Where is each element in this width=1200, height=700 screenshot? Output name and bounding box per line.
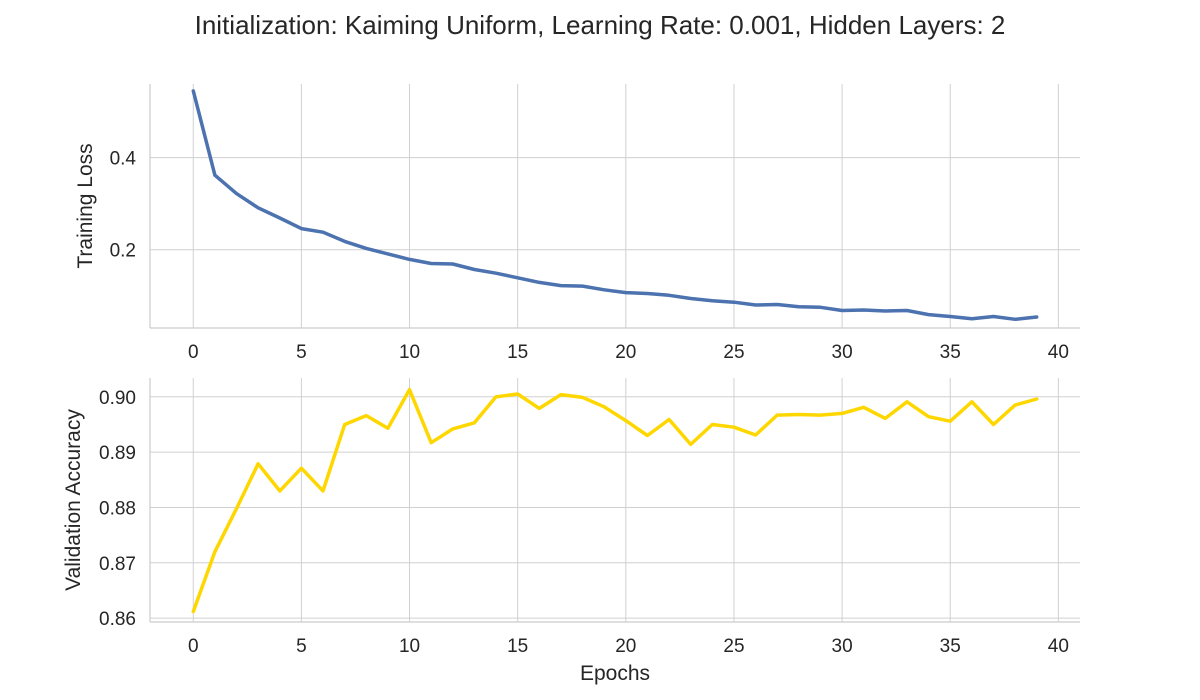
x-tick-label: 35 (940, 342, 961, 363)
x-tick-label: 5 (296, 636, 307, 657)
y-axis-label: Validation Accuracy (62, 409, 85, 591)
x-tick-label: 40 (1048, 636, 1069, 657)
x-tick-label: 30 (832, 636, 853, 657)
x-tick-label: 0 (188, 342, 199, 363)
x-tick-label: 5 (296, 342, 307, 363)
panel-training-loss: 0 5 10 15 20 25 30 35 40 0.2 0.4 Training Loss (74, 84, 1080, 363)
series-line (191, 89, 1039, 322)
series-line (191, 387, 1039, 614)
y-tick-label: 0.2 (110, 241, 136, 262)
x-tick-label: 40 (1048, 342, 1069, 363)
x-tick-label: 15 (507, 636, 528, 657)
x-tick-label: 0 (188, 636, 199, 657)
x-tick-label: 10 (399, 636, 420, 657)
y-axis-label: Training Loss (74, 143, 97, 268)
x-tick-label: 15 (507, 342, 528, 363)
y-tick-label: 0.87 (99, 554, 136, 575)
x-tick-label: 10 (399, 342, 420, 363)
y-tick-label: 0.90 (99, 388, 136, 409)
x-tick-label: 25 (723, 636, 744, 657)
y-tick-label: 0.88 (99, 498, 136, 519)
chart-title: Initialization: Kaiming Uniform, Learnin… (194, 10, 1006, 40)
x-tick-label: 20 (615, 636, 636, 657)
x-axis-label: Epochs (580, 662, 650, 685)
x-tick-label: 20 (615, 342, 636, 363)
y-tick-label: 0.4 (110, 149, 137, 170)
x-tick-label: 30 (832, 342, 853, 363)
x-tick-label: 35 (940, 636, 961, 657)
y-tick-label: 0.86 (99, 609, 136, 630)
panel-validation-accuracy: 0 5 10 15 20 25 30 35 40 0.86 0.87 0.88 0.89 0.90 Vali… (62, 378, 1080, 685)
x-tick-label: 25 (723, 342, 744, 363)
y-tick-label: 0.89 (99, 443, 136, 464)
